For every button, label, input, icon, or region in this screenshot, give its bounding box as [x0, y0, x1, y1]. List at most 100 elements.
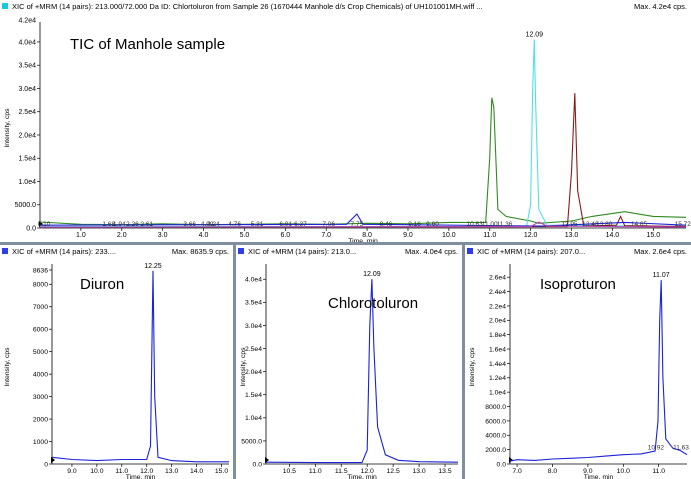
- x-tick-label: 13.5: [438, 468, 451, 475]
- y-tick-label: 2.4e4: [489, 289, 506, 296]
- diuron-header: XIC of +MRM (14 pairs): 233.... Max. 863…: [0, 245, 233, 258]
- y-tick-label: 4000: [33, 372, 48, 379]
- peak-label: 3.66: [183, 221, 196, 228]
- trace-color-square: [238, 248, 244, 254]
- diuron-chart: 0 1000 2000 3000 4000 5000 6000 7000 8000 8636 9.0…: [4, 263, 229, 479]
- tic-max-label: Max. 4.2e4 cps.: [631, 2, 687, 11]
- y-tick-label: 1.5e4: [245, 392, 262, 399]
- x-tick-label: 6.0: [280, 232, 290, 239]
- chlorotoluron-header: XIC of +MRM (14 pairs): 213.0... Max. 4.…: [236, 245, 462, 258]
- trace-color-square: [467, 248, 473, 254]
- series-line: [265, 279, 459, 464]
- y-tick-label: 6000.0: [485, 418, 506, 425]
- diuron-max-label: Max. 8635.9 cps.: [168, 247, 229, 256]
- series-line: [40, 39, 687, 228]
- peak-label: 13.80: [596, 221, 613, 228]
- apex-label: 12.09: [363, 271, 381, 278]
- x-tick-label: 15.0: [646, 232, 660, 239]
- y-tick-label: 1.4e4: [489, 361, 506, 368]
- y-tick-label: 3000: [33, 394, 48, 401]
- y-tick-label: 2.0e4: [245, 369, 262, 376]
- y-tick-label: 2.0e4: [18, 132, 36, 139]
- x-axis-label: Time, min: [126, 474, 156, 479]
- chlorotoluron-panel: XIC of +MRM (14 pairs): 213.0... Max. 4.…: [236, 245, 462, 479]
- y-tick-label: 3.5e4: [245, 300, 262, 307]
- chlorotoluron-chart: 0.0 5000.0 1.0e4 1.5e4 2.0e4 2.5e4 3.0e4 3.5e4 4…: [240, 264, 459, 479]
- peak-label: 6.37: [294, 221, 307, 228]
- y-tick-label: 2000: [33, 416, 48, 423]
- isoproturon-header: XIC of +MRM (14 pairs): 207.0... Max. 2.…: [465, 245, 691, 258]
- y-tick-label: 7000: [33, 304, 48, 311]
- x-tick-label: 1.0: [76, 232, 86, 239]
- x-tick-label: 2.0: [117, 232, 127, 239]
- vertical-divider: [462, 245, 465, 479]
- trace-color-square: [2, 248, 8, 254]
- y-tick-label: 5000.0: [241, 438, 262, 445]
- x-tick-label: 11.5: [335, 468, 348, 475]
- x-tick-label: 4.0: [199, 232, 209, 239]
- y-tick-label: 0.0: [26, 225, 36, 232]
- baseline-marker: [265, 457, 269, 463]
- baseline-marker: [51, 457, 55, 463]
- chlorotoluron-max-label: Max. 4.0e4 cps.: [402, 247, 458, 256]
- peak-label: 2.26: [126, 221, 139, 228]
- y-tick-label: 2.2e4: [489, 303, 506, 310]
- series-line: [39, 93, 687, 228]
- x-tick-label: 3.0: [158, 232, 168, 239]
- peak-label: 4.09: [201, 221, 214, 228]
- y-tick-label: 3.0e4: [245, 323, 262, 330]
- y-tick-label: 0.0: [253, 461, 263, 468]
- y-tick-label: 4.0e4: [18, 39, 36, 46]
- x-axis-label: Time, min: [348, 238, 378, 242]
- y-tick-label: 6000: [33, 327, 48, 334]
- x-tick-label: 13.0: [165, 468, 178, 475]
- y-axis-label: Intensity, cps: [4, 347, 11, 387]
- peak-label: 1.68: [102, 221, 115, 228]
- chlorotoluron-header-title: XIC of +MRM (14 pairs): 213.0...: [248, 247, 357, 256]
- x-tick-label: 11.0: [309, 468, 322, 475]
- tic-chart: 0.0 5000.0 1.0e4 1.5e4 2.0e4 2.5e4 3.0e4 3.5e4 4…: [4, 17, 691, 242]
- y-tick-label: 5000: [33, 349, 48, 356]
- peak-label: 15.72: [675, 221, 691, 228]
- series-line: [509, 280, 688, 462]
- x-tick-label: 10.0: [617, 468, 630, 475]
- x-tick-label: 9.0: [67, 468, 77, 475]
- x-tick-label: 14.0: [190, 468, 203, 475]
- x-tick-label: 8.0: [548, 468, 558, 475]
- y-tick-label: 1.6e4: [489, 346, 506, 353]
- series-line: [39, 221, 687, 228]
- x-tick-label: 13.0: [565, 232, 579, 239]
- x-tick-label: 7.0: [512, 468, 522, 475]
- y-tick-label: 0: [44, 461, 48, 468]
- x-tick-label: 10.5: [283, 468, 296, 475]
- peak-label: 9.16: [408, 221, 421, 228]
- peak-label: 10.63: [466, 221, 483, 228]
- y-axis-label: Intensity, cps: [4, 108, 11, 148]
- peak-label: 5.31: [251, 221, 264, 228]
- isoproturon-header-title: XIC of +MRM (14 pairs): 207.0...: [477, 247, 586, 256]
- apex-label: 11.07: [653, 272, 670, 279]
- isoproturon-panel: XIC of +MRM (14 pairs): 207.0... Max. 2.…: [465, 245, 691, 479]
- y-tick-label: 5000.0: [15, 202, 37, 209]
- tic-panel: XIC of +MRM (14 pairs): 213.000/72.000 D…: [0, 0, 691, 242]
- y-tick-label: 8000.0: [485, 404, 506, 411]
- y-tick-label: 2.0e4: [489, 318, 506, 325]
- y-tick-label: 3.0e4: [18, 86, 36, 93]
- x-tick-label: 5.0: [240, 232, 250, 239]
- peak-label: 11.00: [482, 221, 498, 228]
- y-tick-label: 1.5e4: [18, 156, 36, 163]
- x-axis-label: Time, min: [347, 474, 377, 479]
- y-tick-label: 4.0e4: [245, 277, 262, 284]
- vertical-divider: [233, 245, 236, 479]
- y-tick-label: 2.5e4: [18, 109, 36, 116]
- y-tick-label: 1.8e4: [489, 332, 506, 339]
- peak-label: 11.63: [673, 445, 689, 452]
- peak-label: 11.36: [497, 221, 513, 228]
- y-tick-label: 8636: [33, 267, 48, 274]
- x-tick-label: 11.0: [115, 468, 128, 475]
- peak-label: 6.01: [279, 221, 292, 228]
- y-tick-label: 4000.0: [485, 433, 506, 440]
- diuron-panel: XIC of +MRM (14 pairs): 233.... Max. 863…: [0, 245, 233, 479]
- x-tick-label: 8.0: [362, 232, 372, 239]
- x-tick-label: 12.0: [140, 468, 153, 475]
